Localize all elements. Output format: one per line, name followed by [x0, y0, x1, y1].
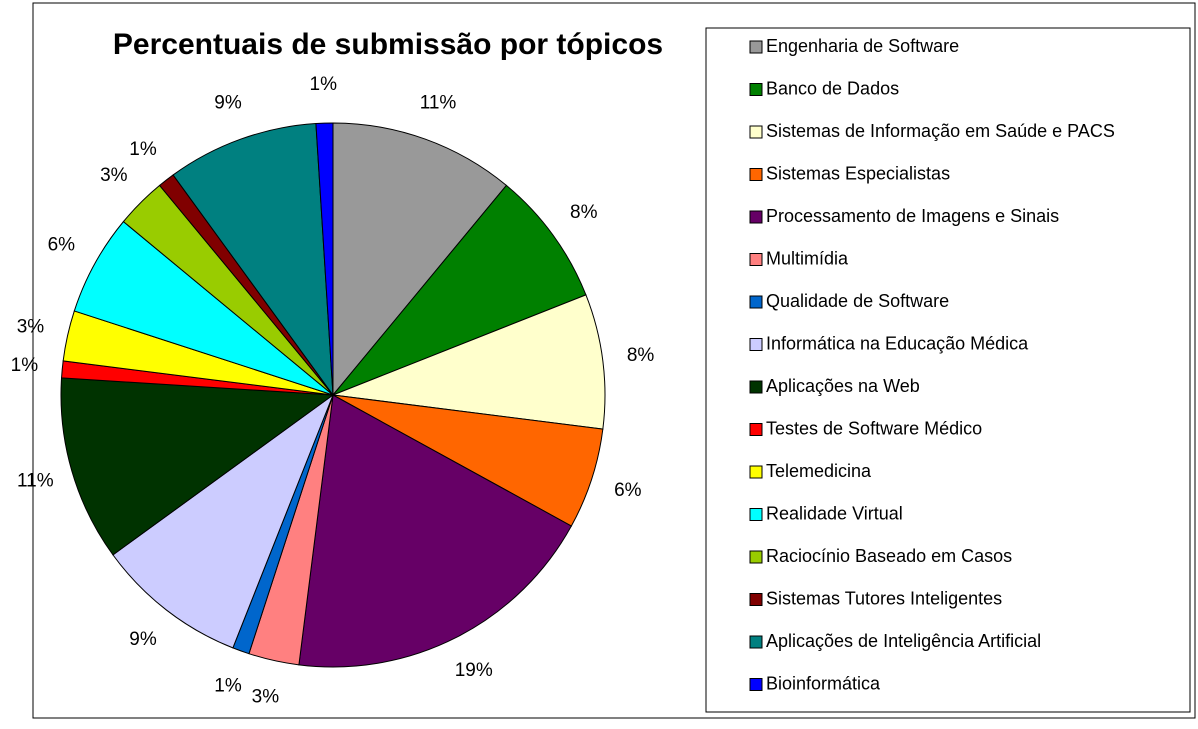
- legend-label: Sistemas Especialistas: [766, 163, 950, 183]
- pie-slice: [172, 123, 334, 397]
- data-label: 1%: [129, 139, 157, 160]
- data-label: 3%: [100, 165, 128, 186]
- legend-label: Sistemas de Informação em Saúde e PACS: [766, 121, 1115, 141]
- legend-swatch: [749, 125, 763, 139]
- legend: Engenharia de Software Banco de Dados Sist…: [749, 36, 1115, 693]
- legend-swatch: [749, 40, 763, 54]
- legend-label: Realidade Virtual: [766, 503, 903, 523]
- legend-label: Processamento de Imagens e Sinais: [766, 206, 1059, 226]
- data-label: 9%: [129, 629, 157, 650]
- legend-label: Qualidade de Software: [766, 291, 949, 311]
- pie-slice: [60, 377, 335, 556]
- legend-swatch: [749, 678, 763, 691]
- legend-label: Multimídia: [766, 248, 849, 268]
- legend-label: Sistemas Tutores Inteligentes: [766, 588, 1002, 608]
- chart-title: Percentuais de submissão por tópicos: [113, 28, 663, 61]
- legend-swatch: [749, 550, 763, 564]
- pie-slice: [332, 184, 587, 396]
- data-label: 9%: [214, 92, 242, 113]
- legend-swatch: [749, 83, 763, 96]
- legend-label: Aplicações na Web: [766, 376, 920, 396]
- pie-slice: [332, 294, 606, 430]
- legend-swatch: [749, 210, 763, 224]
- legend-swatch: [749, 635, 763, 649]
- pie: 11%8%8%6%19%3%1%9%11%1%3%6%3%1%9%1%: [11, 74, 655, 707]
- data-label: 6%: [614, 480, 642, 501]
- legend-swatch: [749, 508, 763, 521]
- legend-swatch: [749, 295, 763, 309]
- data-label: 8%: [627, 345, 655, 366]
- legend-label: Aplicações de Inteligência Artificial: [766, 631, 1041, 651]
- legend-label: Informática na Educação Médica: [766, 333, 1029, 353]
- pie-slice: [332, 122, 508, 397]
- legend-swatch: [749, 423, 763, 436]
- legend-swatch: [749, 465, 763, 479]
- data-label: 11%: [420, 92, 457, 113]
- legend-swatch: [749, 593, 763, 606]
- data-label: 3%: [252, 687, 280, 708]
- legend-swatch: [749, 380, 763, 394]
- data-label: 11%: [17, 471, 54, 492]
- data-label: 1%: [214, 676, 242, 697]
- legend-swatch: [749, 168, 763, 181]
- data-label: 6%: [48, 235, 76, 256]
- legend-label: Banco de Dados: [766, 78, 899, 98]
- legend-label: Engenharia de Software: [766, 36, 959, 56]
- data-label: 8%: [570, 202, 598, 223]
- legend-label: Telemedicina: [766, 461, 872, 481]
- data-label: 3%: [17, 316, 45, 337]
- pie-slice: [315, 122, 334, 396]
- legend-swatch: [749, 338, 763, 351]
- data-label: 1%: [310, 74, 338, 95]
- legend-box: [705, 27, 1191, 713]
- pie-slice: [112, 393, 335, 649]
- data-label: 1%: [11, 355, 39, 376]
- legend-swatch: [749, 253, 763, 266]
- legend-label: Raciocínio Baseado em Casos: [766, 546, 1012, 566]
- data-label: 19%: [455, 660, 493, 681]
- legend-label: Testes de Software Médico: [766, 418, 982, 438]
- pie-slice: [298, 394, 573, 668]
- legend-label: Bioinformática: [766, 673, 881, 693]
